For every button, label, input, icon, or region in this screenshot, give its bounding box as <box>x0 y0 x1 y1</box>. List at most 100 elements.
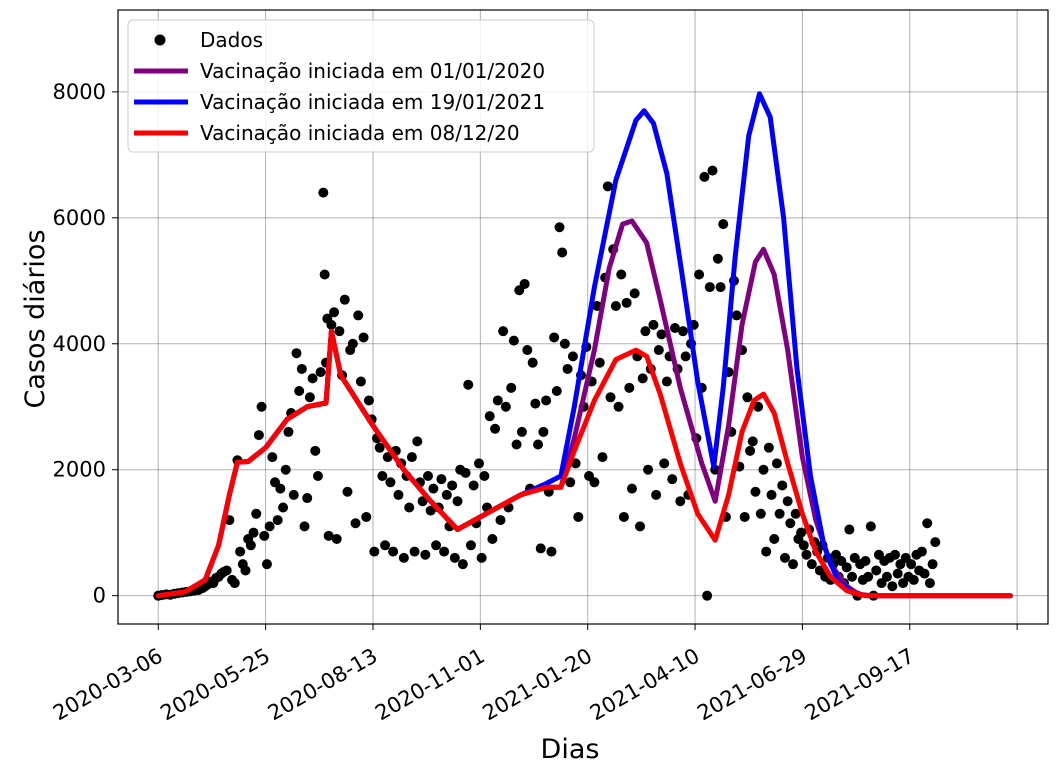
y-tick-label: 4000 <box>53 332 106 356</box>
data-point <box>771 458 782 469</box>
data-point <box>742 392 753 403</box>
data-point <box>326 319 337 330</box>
data-point <box>253 430 264 441</box>
data-point <box>747 436 758 447</box>
data-point <box>916 546 927 557</box>
data-point <box>766 489 777 500</box>
data-point <box>296 363 307 374</box>
data-point <box>659 458 670 469</box>
data-point <box>261 559 272 570</box>
data-point <box>406 452 417 463</box>
data-point <box>847 571 858 582</box>
data-point <box>280 464 291 475</box>
y-tick-label: 6000 <box>53 206 106 230</box>
data-point <box>806 559 817 570</box>
data-point <box>468 480 479 491</box>
data-point <box>312 471 323 482</box>
data-point <box>712 253 723 264</box>
data-point <box>626 483 637 494</box>
data-point <box>334 326 345 337</box>
data-point <box>495 515 506 526</box>
data-point <box>865 521 876 532</box>
data-point <box>538 426 549 437</box>
data-point <box>844 524 855 535</box>
data-point <box>562 363 573 374</box>
data-point <box>425 505 436 516</box>
data-point <box>661 376 672 387</box>
data-point <box>420 549 431 560</box>
data-point <box>315 367 326 378</box>
data-point <box>753 401 764 412</box>
data-point <box>648 319 659 330</box>
data-point <box>256 401 267 412</box>
data-point <box>745 445 756 456</box>
data-point <box>363 395 374 406</box>
data-point <box>594 357 605 368</box>
data-point <box>613 401 624 412</box>
data-point <box>533 439 544 450</box>
data-point <box>500 401 511 412</box>
data-point <box>667 474 678 485</box>
legend-box <box>127 19 595 153</box>
data-point <box>283 426 294 437</box>
x-axis-label: Dias <box>541 734 600 765</box>
data-point <box>278 502 289 513</box>
data-point <box>785 518 796 529</box>
y-tick-label: 2000 <box>53 458 106 482</box>
data-point <box>605 392 616 403</box>
legend-label: Vacinação iniciada em 08/12/20 <box>200 121 520 145</box>
data-point <box>267 452 278 463</box>
data-point <box>541 395 552 406</box>
data-point <box>431 540 442 551</box>
data-point <box>887 581 898 592</box>
data-point <box>412 436 423 447</box>
data-point <box>677 326 688 337</box>
data-point <box>380 540 391 551</box>
data-point <box>291 348 302 359</box>
data-point <box>240 565 251 576</box>
data-point <box>221 565 232 576</box>
data-point <box>656 329 667 340</box>
data-point <box>573 511 584 522</box>
legend-label: Dados <box>200 28 263 52</box>
data-point <box>774 508 785 519</box>
data-point <box>248 527 259 538</box>
data-point <box>653 345 664 356</box>
data-point <box>669 323 680 334</box>
data-point <box>299 521 310 532</box>
data-point <box>890 549 901 560</box>
data-point <box>796 527 807 538</box>
y-tick-label: 0 <box>93 584 106 608</box>
data-point <box>906 559 917 570</box>
data-point <box>463 379 474 390</box>
data-point <box>871 565 882 576</box>
data-point <box>860 556 871 567</box>
data-point <box>707 165 718 176</box>
data-point <box>235 546 246 557</box>
data-point <box>323 530 334 541</box>
data-point <box>511 439 522 450</box>
data-point <box>342 486 353 497</box>
data-point <box>304 392 315 403</box>
data-point <box>908 574 919 585</box>
data-point <box>527 357 538 368</box>
data-point <box>428 483 439 494</box>
data-point <box>624 382 635 393</box>
legend-marker-dot <box>154 34 166 46</box>
data-point <box>777 480 788 491</box>
data-point <box>892 568 903 579</box>
data-point <box>272 515 283 526</box>
data-point <box>339 294 350 305</box>
data-point <box>460 467 471 478</box>
data-point <box>554 222 565 233</box>
data-point <box>318 187 329 198</box>
data-point <box>417 496 428 507</box>
data-point <box>479 471 490 482</box>
data-point <box>358 332 369 343</box>
data-point <box>393 489 404 500</box>
data-point <box>863 571 874 582</box>
data-point <box>476 552 487 563</box>
plot-frame <box>117 9 1049 625</box>
data-point <box>557 247 568 258</box>
